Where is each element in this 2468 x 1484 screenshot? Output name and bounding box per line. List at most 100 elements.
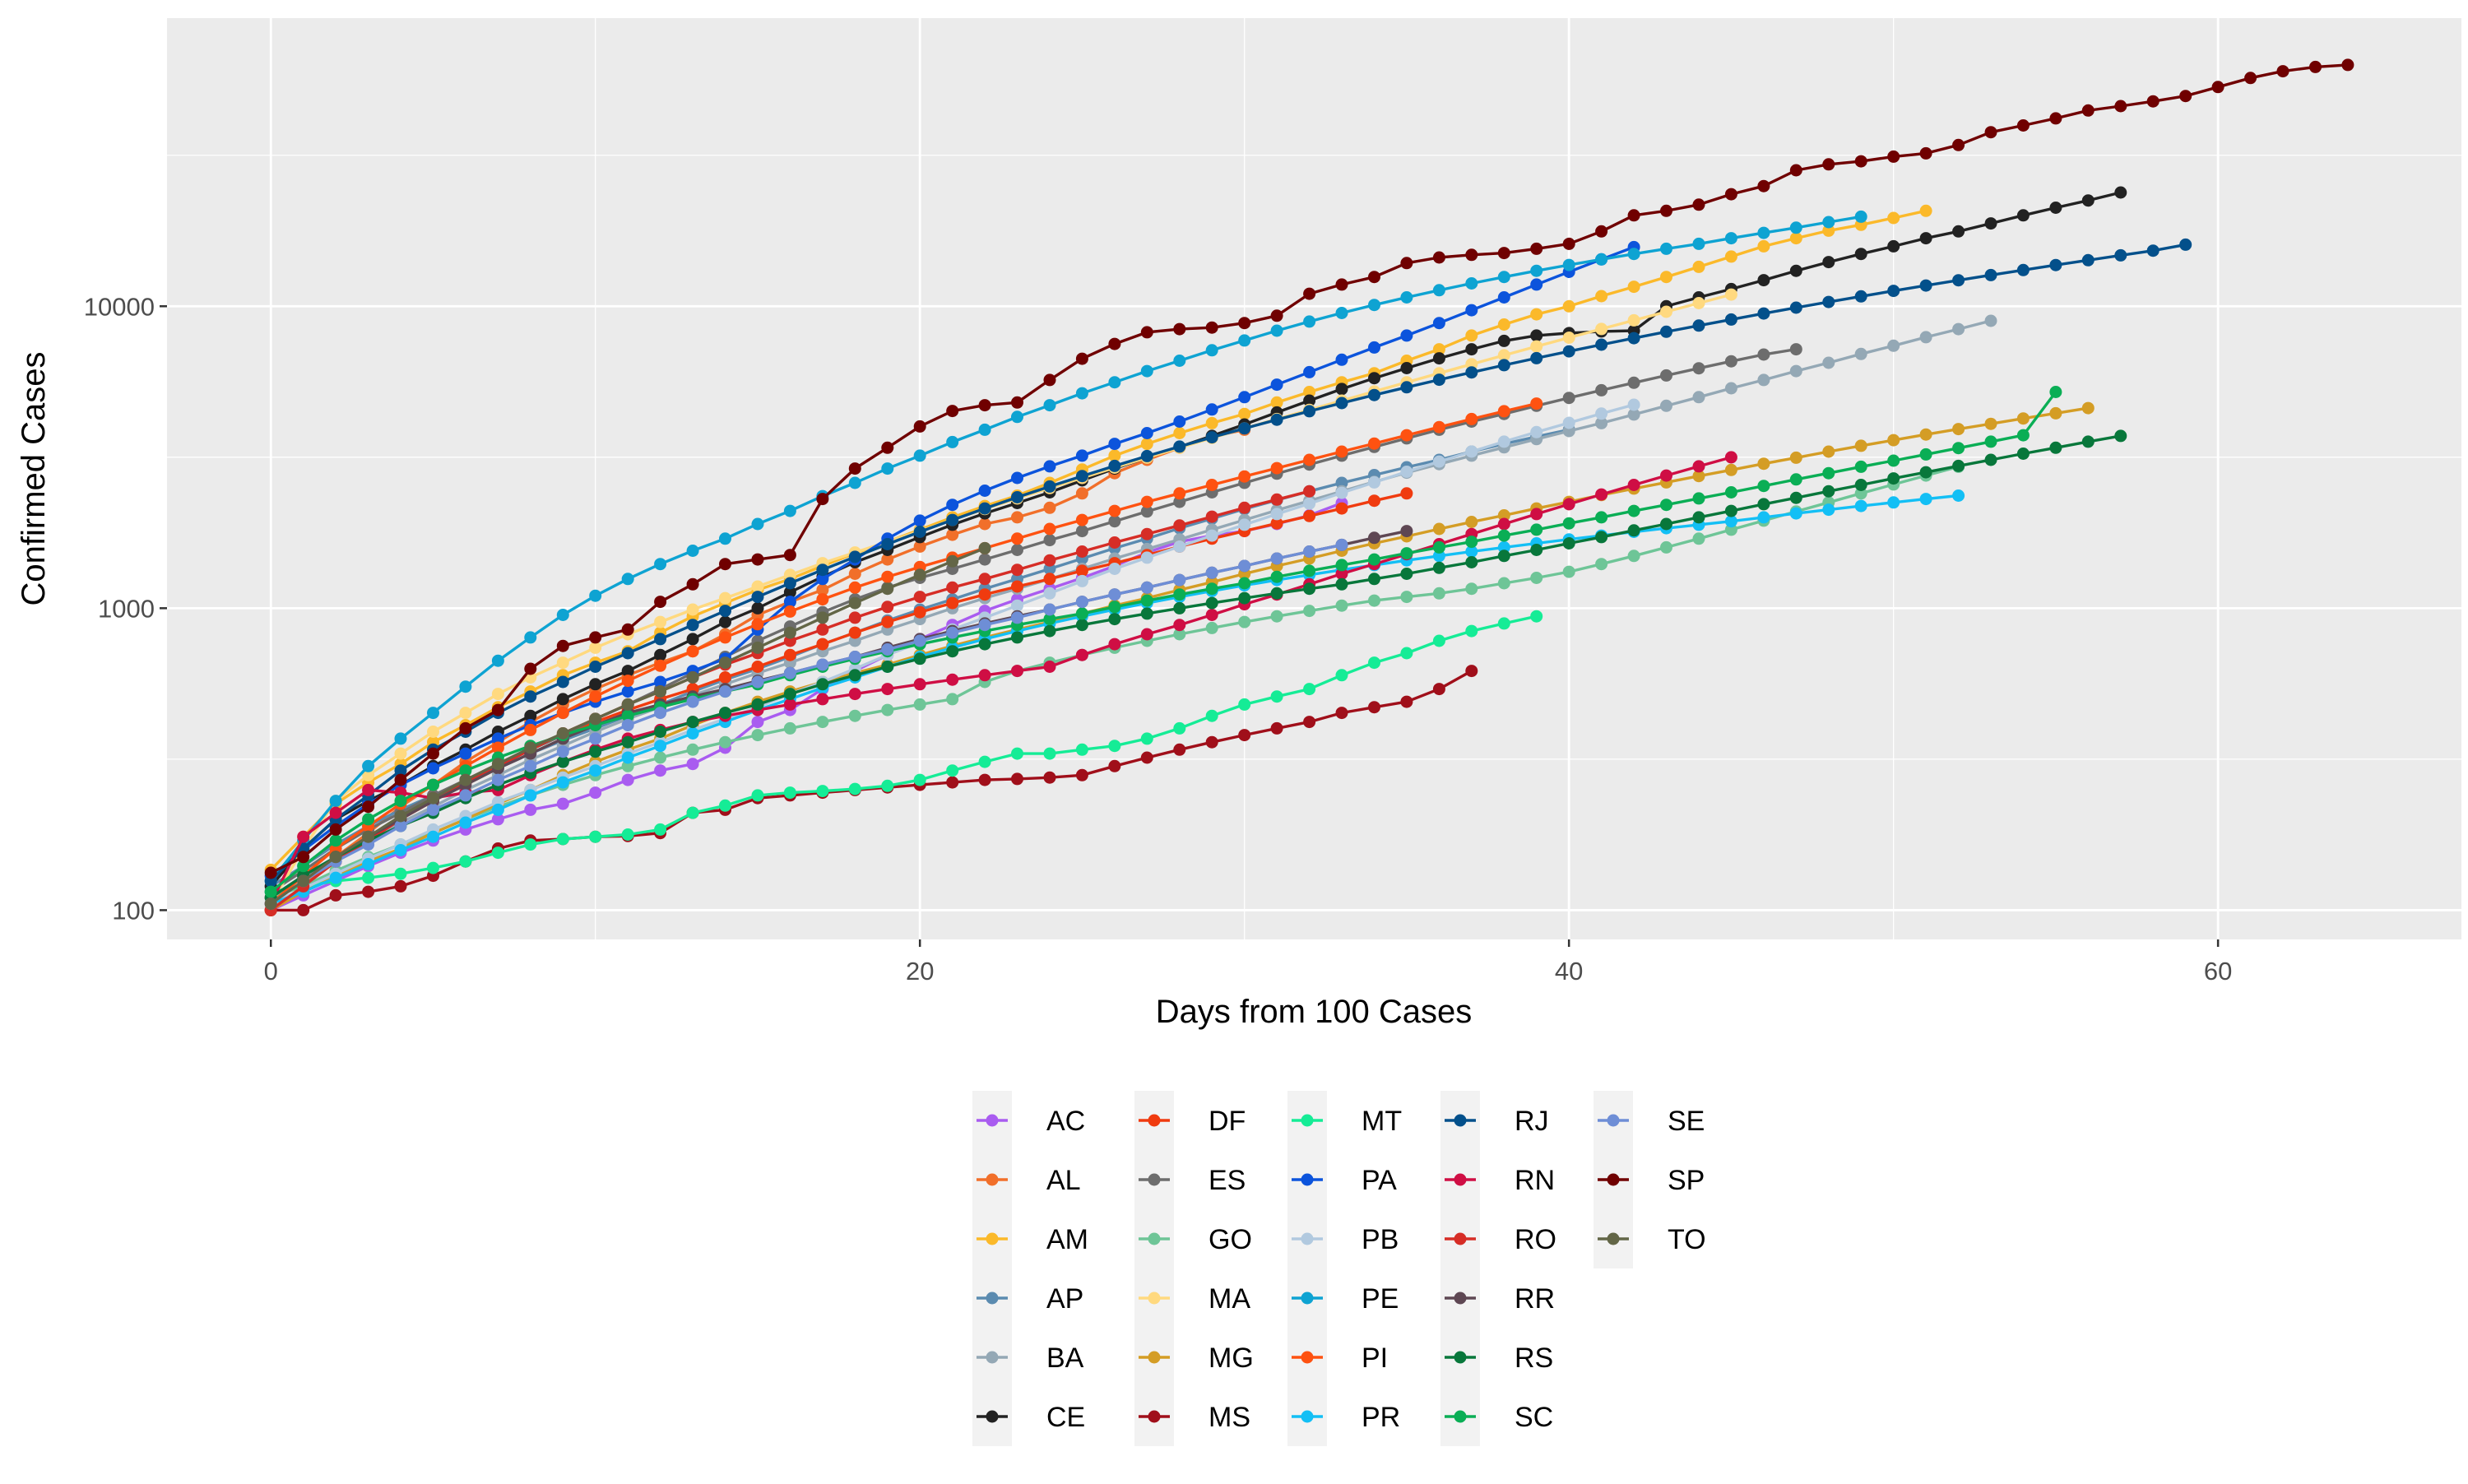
data-point: [1952, 459, 1965, 472]
data-point: [1335, 707, 1348, 720]
data-point: [621, 735, 634, 749]
data-point: [1303, 716, 1316, 729]
legend-key-point: [986, 1410, 999, 1423]
data-point: [2049, 112, 2062, 125]
data-point: [2081, 194, 2095, 207]
data-point: [1530, 544, 1543, 556]
data-point: [686, 671, 699, 684]
data-point: [654, 764, 667, 777]
data-point: [1205, 403, 1218, 416]
data-point: [1692, 198, 1705, 211]
data-point: [816, 623, 829, 636]
data-point: [1075, 470, 1088, 483]
data-point: [1887, 150, 1900, 163]
data-point: [1692, 362, 1705, 375]
legend-key-point: [1454, 1173, 1467, 1186]
data-point: [1335, 383, 1348, 396]
data-point: [394, 844, 407, 856]
data-point: [1595, 225, 1608, 238]
data-point: [1627, 550, 1640, 563]
data-point: [1043, 534, 1056, 547]
data-point: [362, 800, 375, 814]
data-point: [1303, 605, 1316, 618]
legend-item-pa: PA: [1287, 1150, 1397, 1209]
data-point: [1368, 299, 1380, 312]
data-point: [1303, 365, 1316, 378]
data-point: [1368, 594, 1380, 607]
data-point: [1400, 466, 1413, 478]
data-point: [297, 903, 310, 916]
data-point: [621, 828, 634, 841]
data-point: [848, 651, 861, 663]
data-point: [1465, 277, 1478, 290]
data-point: [589, 589, 602, 602]
legend-item-ce: CE: [972, 1387, 1085, 1446]
data-point: [1303, 683, 1316, 696]
data-point: [491, 703, 504, 716]
data-point: [1368, 656, 1380, 670]
data-point: [1562, 565, 1575, 578]
data-point: [946, 596, 959, 610]
data-point: [1465, 665, 1478, 678]
data-point: [783, 626, 796, 639]
legend-label: PE: [1362, 1283, 1399, 1315]
data-point: [362, 783, 375, 796]
data-point: [1368, 341, 1380, 354]
data-point: [1173, 427, 1186, 439]
data-point: [654, 726, 667, 738]
data-point: [524, 662, 537, 675]
data-point: [1854, 210, 1867, 223]
data-point: [427, 861, 439, 874]
data-point: [1757, 274, 1770, 287]
data-point: [459, 721, 472, 735]
data-point: [1692, 470, 1705, 483]
data-point: [1724, 451, 1737, 464]
x-tick-label: 40: [1555, 957, 1583, 985]
data-point: [621, 573, 634, 586]
data-point: [978, 423, 991, 436]
data-point: [1368, 372, 1380, 385]
data-point: [1497, 540, 1510, 554]
data-point: [1108, 740, 1121, 753]
data-point: [913, 540, 926, 553]
legend-label: RJ: [1515, 1106, 1549, 1137]
data-point: [1757, 239, 1770, 253]
data-point: [1238, 698, 1251, 711]
data-point: [1303, 497, 1316, 510]
data-point: [1660, 369, 1672, 382]
data-point: [1108, 601, 1121, 614]
data-point: [1140, 326, 1153, 339]
data-point: [589, 745, 602, 758]
data-point: [816, 611, 829, 624]
data-point: [816, 693, 829, 706]
data-point: [783, 504, 796, 517]
data-point: [1919, 493, 1932, 506]
data-point: [1627, 332, 1640, 345]
data-point: [556, 755, 569, 768]
data-point: [913, 514, 926, 527]
data-point: [686, 743, 699, 756]
data-point: [1173, 355, 1186, 367]
data-point: [1919, 204, 1932, 217]
data-point: [1173, 540, 1186, 553]
data-point: [1432, 343, 1445, 356]
data-point: [491, 803, 504, 816]
data-point: [946, 581, 959, 594]
data-point: [1627, 248, 1640, 261]
data-point: [621, 685, 634, 698]
data-point: [783, 698, 796, 711]
data-point: [1562, 345, 1575, 358]
data-point: [1173, 601, 1186, 614]
data-point: [1400, 591, 1413, 604]
data-point: [1335, 353, 1348, 366]
data-point: [1919, 466, 1932, 479]
data-point: [1205, 709, 1218, 722]
data-point: [1595, 407, 1608, 420]
data-point: [1335, 502, 1348, 515]
data-point: [751, 729, 764, 742]
data-point: [816, 678, 829, 691]
data-point: [1432, 587, 1445, 600]
x-tick-label: 60: [2204, 957, 2232, 985]
data-point: [978, 588, 991, 601]
series-to: [264, 541, 991, 911]
